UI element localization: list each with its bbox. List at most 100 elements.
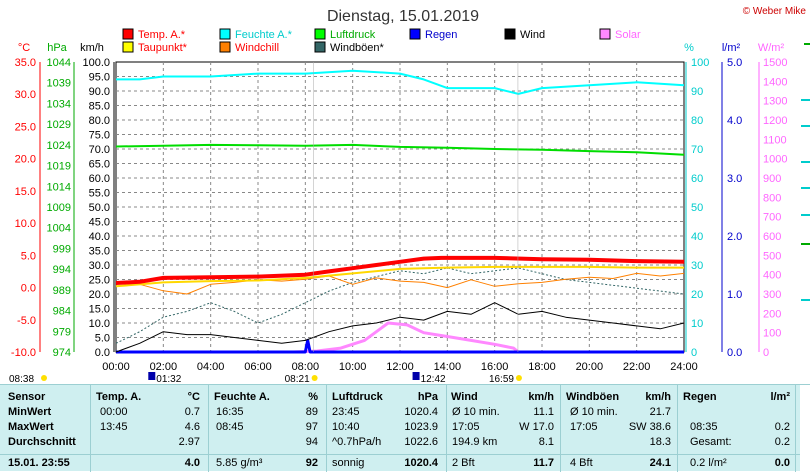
temp-value: 4.6	[184, 421, 200, 433]
row-label: Durchschnitt	[8, 436, 76, 448]
tick-percent: 0	[691, 347, 697, 359]
wind-time: 17:05	[452, 421, 480, 433]
press-value: 1022.6	[404, 436, 438, 448]
sun-moon-events: 08:38 01:32 08:21 12:42 16:59	[9, 62, 522, 384]
tick-solar: 600	[763, 231, 781, 243]
tick-kmh: 60.0	[89, 173, 110, 185]
tick-kmh: 85.0	[89, 101, 110, 113]
tick-solar: 1000	[763, 154, 787, 166]
tick-percent: 90	[691, 86, 703, 98]
header-press-unit: hPa	[417, 391, 438, 403]
tick-rain: 3.0	[727, 173, 742, 185]
legend-label: Regen	[425, 29, 457, 41]
x-tick-label: 08:00	[292, 361, 320, 373]
row-label: 15.01. 23:55	[8, 457, 70, 469]
header-press: Luftdruck	[332, 391, 383, 403]
rain-time: 08:35	[690, 421, 718, 433]
hum-value: 89	[305, 406, 318, 418]
header-rain-unit: l/m²	[770, 391, 790, 403]
tick-percent: 100	[691, 57, 709, 69]
tick-hpa: 1044	[47, 57, 71, 69]
wind-value: 11.1	[533, 406, 554, 418]
tick-kmh: 50.0	[89, 202, 110, 214]
sunset-time: 16:59	[489, 374, 514, 384]
column-separator	[795, 385, 796, 472]
tick-celsius: 0.0	[21, 283, 36, 295]
column-separator	[677, 385, 678, 472]
legend-label: Taupunkt*	[138, 42, 188, 54]
legend-swatch	[122, 41, 134, 53]
tick-solar: 1400	[763, 76, 787, 88]
rain-value: 0.0	[774, 457, 790, 469]
legend-label: Temp. A.*	[138, 29, 186, 41]
header-temp: Temp. A.	[96, 391, 142, 403]
x-tick-label: 22:00	[623, 361, 651, 373]
sunrise-time: 08:21	[285, 374, 310, 384]
series-regen	[116, 338, 684, 354]
legend-swatch	[314, 28, 326, 40]
header-hum: Feuchte A.	[214, 391, 270, 403]
x-tick-label: 10:00	[339, 361, 367, 373]
tick-solar: 1200	[763, 115, 787, 127]
legend-label: Windböen*	[330, 42, 385, 54]
tick-percent: 70	[691, 144, 703, 156]
tick-celsius: 35.0	[15, 57, 36, 69]
tick-rain: 0.0	[727, 347, 742, 359]
tick-solar: 1100	[763, 134, 787, 146]
tick-celsius: 5.0	[21, 250, 36, 262]
tick-percent: 50	[691, 202, 703, 214]
x-tick-label: 14:00	[434, 361, 462, 373]
axis-unit-solar: W/m²	[758, 42, 785, 54]
tick-solar: 300	[763, 289, 781, 301]
gust-time: 4 Bft	[570, 457, 593, 469]
column-separator	[90, 385, 91, 472]
weather-chart: Dienstag, 15.01.2019 © Weber Mike Temp. …	[9, 6, 810, 384]
wind-time: 2 Bft	[452, 457, 475, 469]
tick-solar: 900	[763, 173, 781, 185]
series-taupunkt	[115, 265, 684, 288]
hum-value: 92	[305, 457, 318, 469]
tick-kmh: 30.0	[89, 260, 110, 272]
x-tick-label: 02:00	[150, 361, 178, 373]
legend-swatch	[599, 28, 611, 40]
tick-solar: 700	[763, 212, 781, 224]
wind-value: 11.7	[533, 457, 554, 469]
tick-percent: 20	[691, 289, 703, 301]
press-time: 23:45	[332, 406, 360, 418]
statistics-table: Sensor Temp. A. °C Feuchte A.% Luftdruck hPa W…	[0, 384, 810, 472]
x-tick-label: 20:00	[576, 361, 604, 373]
press-time: ^0.7hPa/h	[332, 436, 382, 448]
series-luftdruck	[115, 143, 685, 156]
tick-celsius: 15.0	[15, 186, 36, 198]
legend-swatch	[314, 41, 326, 53]
sun-icon	[515, 375, 522, 381]
tick-kmh: 75.0	[89, 130, 110, 142]
header-temp-unit: °C	[187, 391, 200, 403]
temp-value: 4.0	[184, 457, 200, 469]
rain-value: 0.2	[774, 421, 790, 433]
tick-hpa: 1004	[47, 223, 71, 235]
legend-swatch	[409, 28, 421, 40]
moon-phase-icon	[412, 372, 420, 380]
legend-label: Feuchte A.*	[235, 29, 293, 41]
row-label: MaxWert	[8, 421, 54, 433]
temp-time: 00:00	[100, 406, 128, 418]
tick-solar: 400	[763, 270, 781, 282]
column-separator	[208, 385, 209, 472]
header-wind: Wind	[451, 391, 478, 403]
tick-kmh: 35.0	[89, 246, 110, 258]
tick-kmh: 0.0	[95, 347, 110, 359]
chart-title: Dienstag, 15.01.2019	[327, 8, 479, 25]
tick-kmh: 10.0	[89, 318, 110, 330]
axis-unit-percent: %	[684, 42, 694, 54]
tick-hpa: 1029	[47, 119, 71, 131]
legend-swatch	[122, 28, 134, 40]
legend-swatch	[504, 28, 516, 40]
column-separator	[446, 385, 447, 472]
tick-celsius: -10.0	[11, 347, 36, 359]
tick-kmh: 95.0	[89, 72, 110, 84]
tick-kmh: 5.0	[95, 333, 110, 345]
legend-label: Windchill	[235, 42, 279, 54]
series-feuchtea	[116, 69, 685, 95]
tick-kmh: 65.0	[89, 159, 110, 171]
